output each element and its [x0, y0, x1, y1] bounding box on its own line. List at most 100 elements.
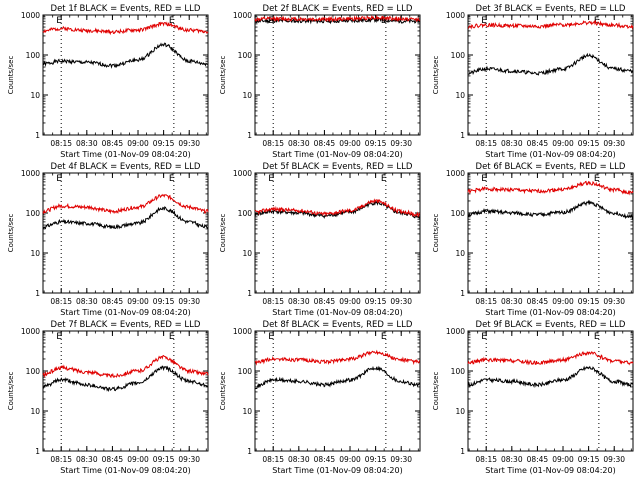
x-tick-label: 08:30 [76, 455, 98, 464]
y-axis-label: Counts/sec [7, 56, 15, 95]
event-marker-label: E [594, 174, 600, 184]
x-tick-label: 09:15 [578, 455, 600, 464]
x-tick-label: 09:00 [127, 139, 149, 148]
y-tick-label: 100 [451, 367, 466, 376]
y-tick-label: 1000 [233, 11, 252, 20]
y-axis-label: Counts/sec [7, 214, 15, 253]
event-marker-label: E [381, 174, 387, 184]
x-axis-label: Start Time (01-Nov-09 08:04:20) [485, 308, 615, 317]
y-tick-label: 1 [460, 447, 465, 456]
event-marker-label: E [268, 16, 274, 26]
series-line-lld [42, 193, 209, 215]
x-axis-label: Start Time (01-Nov-09 08:04:20) [485, 150, 615, 159]
y-axis-label: Counts/sec [219, 372, 227, 411]
y-tick-label: 1 [247, 289, 252, 298]
y-axis-label: Counts/sec [432, 56, 440, 95]
x-tick-label: 08:15 [262, 297, 284, 306]
panel-title: Det 1f BLACK = Events, RED = LLD [51, 4, 201, 14]
y-tick-label: 10 [242, 91, 252, 100]
x-tick-label: 09:00 [339, 139, 361, 148]
event-marker-label: E [268, 332, 274, 342]
x-axis-label: Start Time (01-Nov-09 08:04:20) [272, 150, 402, 159]
x-tick-label: 09:00 [127, 297, 149, 306]
x-axis-label: Start Time (01-Nov-09 08:04:20) [60, 308, 190, 317]
event-marker-label: E [481, 174, 487, 184]
x-tick-label: 09:15 [365, 455, 387, 464]
plot-frame [42, 330, 209, 452]
y-tick-label: 1 [460, 131, 465, 140]
x-tick-label: 09:30 [603, 455, 625, 464]
x-tick-label: 09:00 [339, 297, 361, 306]
panel-det-8: Det 8f BLACK = Events, RED = LLD Counts/s… [219, 320, 421, 475]
y-tick-label: 10 [242, 407, 252, 416]
x-tick-label: 08:15 [475, 139, 497, 148]
y-tick-label: 1 [247, 131, 252, 140]
x-tick-label: 09:15 [578, 297, 600, 306]
x-tick-label: 08:30 [76, 297, 98, 306]
y-tick-label: 1000 [233, 327, 252, 336]
x-tick-label: 08:45 [314, 455, 336, 464]
x-tick-label: 09:30 [603, 139, 625, 148]
y-tick-label: 10 [455, 91, 465, 100]
panel-title: Det 3f BLACK = Events, RED = LLD [476, 4, 626, 14]
y-tick-label: 100 [26, 367, 41, 376]
x-tick-label: 09:30 [390, 139, 412, 148]
x-tick-label: 08:30 [288, 297, 310, 306]
x-tick-label: 09:30 [178, 139, 200, 148]
plot-frame [254, 14, 421, 136]
x-axis-label: Start Time (01-Nov-09 08:04:20) [485, 466, 615, 475]
y-tick-label: 10 [30, 407, 40, 416]
y-tick-label: 100 [451, 209, 466, 218]
y-axis-label: Counts/sec [432, 214, 440, 253]
y-tick-label: 1000 [233, 169, 252, 178]
y-tick-label: 1000 [21, 169, 40, 178]
y-tick-label: 1000 [446, 11, 465, 20]
x-tick-label: 08:45 [314, 297, 336, 306]
event-marker-label: E [381, 332, 387, 342]
series-line-lld [467, 180, 634, 196]
panel-title: Det 5f BLACK = Events, RED = LLD [263, 162, 413, 172]
y-tick-label: 10 [242, 249, 252, 258]
x-tick-label: 08:45 [102, 455, 124, 464]
x-tick-label: 09:00 [552, 139, 574, 148]
y-tick-label: 10 [30, 91, 40, 100]
y-tick-label: 100 [238, 51, 253, 60]
x-axis-label: Start Time (01-Nov-09 08:04:20) [272, 308, 402, 317]
event-marker-label: E [56, 16, 62, 26]
x-tick-label: 08:45 [102, 297, 124, 306]
plot-frame [467, 172, 634, 294]
x-tick-label: 08:45 [314, 139, 336, 148]
event-marker-label: E [594, 332, 600, 342]
plot-frame [42, 172, 209, 294]
y-tick-label: 1 [247, 447, 252, 456]
y-tick-label: 1000 [21, 11, 40, 20]
x-tick-label: 08:15 [50, 297, 72, 306]
x-tick-label: 09:15 [153, 297, 175, 306]
x-tick-label: 09:15 [153, 139, 175, 148]
y-axis-label: Counts/sec [219, 214, 227, 253]
x-tick-label: 08:45 [527, 297, 549, 306]
series-line-lld [467, 351, 634, 366]
y-tick-label: 10 [455, 249, 465, 258]
y-axis-label: Counts/sec [7, 372, 15, 411]
y-tick-label: 1000 [446, 327, 465, 336]
series-line-events [42, 42, 209, 69]
series-line-lld [254, 198, 421, 218]
x-tick-label: 08:45 [102, 139, 124, 148]
x-tick-label: 08:15 [50, 139, 72, 148]
panel-det-7: Det 7f BLACK = Events, RED = LLD Counts/s… [7, 320, 209, 475]
panel-det-9: Det 9f BLACK = Events, RED = LLD Counts/s… [432, 320, 634, 475]
y-tick-label: 1 [35, 289, 40, 298]
y-tick-label: 1000 [21, 327, 40, 336]
plot-frame [254, 172, 421, 294]
x-tick-label: 09:15 [153, 455, 175, 464]
x-tick-label: 08:15 [475, 455, 497, 464]
x-tick-label: 08:30 [501, 455, 523, 464]
panel-title: Det 6f BLACK = Events, RED = LLD [476, 162, 626, 172]
series-line-lld [42, 21, 209, 36]
event-marker-label: E [268, 174, 274, 184]
event-marker-label: E [481, 332, 487, 342]
y-tick-label: 100 [26, 209, 41, 218]
y-tick-label: 100 [26, 51, 41, 60]
panel-det-2: Det 2f BLACK = Events, RED = LLD Counts/s… [219, 4, 421, 159]
